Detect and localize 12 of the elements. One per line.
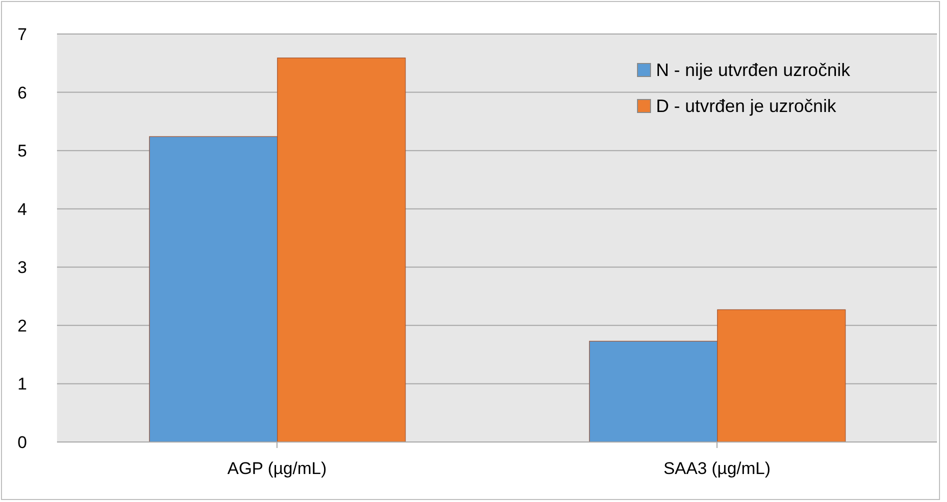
- y-tick-label: 6: [18, 83, 27, 102]
- x-tick-label: SAA3 (µg/mL): [663, 459, 771, 478]
- x-tick-label: AGP (µg/mL): [227, 459, 327, 478]
- y-tick-label: 7: [18, 25, 27, 44]
- y-tick-label: 4: [18, 200, 27, 219]
- legend-label: D - utvrđen je uzročnik: [656, 96, 836, 116]
- y-tick-label: 5: [18, 142, 27, 161]
- y-tick-label: 1: [18, 374, 27, 394]
- legend-label: N - nije utvrđen uzročnik: [656, 60, 850, 80]
- y-tick-label: 0: [18, 433, 27, 452]
- y-tick-label: 2: [18, 316, 27, 336]
- y-tick-label: 3: [18, 258, 27, 278]
